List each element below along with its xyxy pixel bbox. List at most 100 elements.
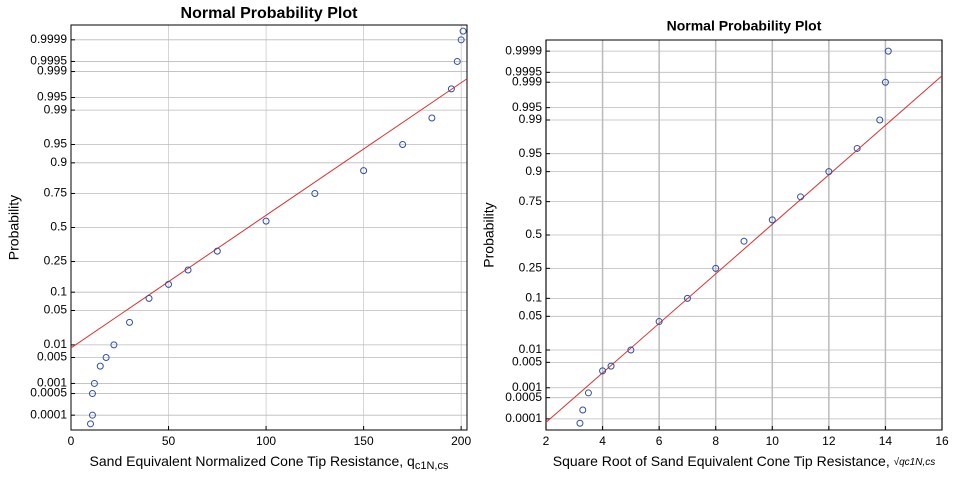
data-point <box>881 78 889 86</box>
data-point <box>184 266 192 274</box>
y-tick-label: 0.01 <box>519 342 543 356</box>
y-tick-label: 0.9 <box>525 164 542 178</box>
data-point <box>457 36 465 44</box>
x-axis-label-subscript: c1N,cs <box>415 460 449 472</box>
data-point <box>110 341 118 349</box>
data-point <box>876 116 884 124</box>
x-tick-label: 8 <box>712 434 719 448</box>
data-point <box>627 346 635 354</box>
x-axis-label-text: Sand Equivalent Normalized Cone Tip Resi… <box>90 453 415 469</box>
y-tick-label: 0.05 <box>44 303 68 317</box>
data-point <box>853 144 861 152</box>
y-tick-label: 0.99 <box>44 102 68 116</box>
data-point <box>712 264 720 272</box>
y-tick-label: 0.005 <box>37 350 67 364</box>
data-point <box>360 167 368 175</box>
data-point <box>655 318 663 326</box>
y-tick-label: 0.0001 <box>505 411 542 425</box>
y-tick-label: 0.25 <box>44 254 68 268</box>
y-tick-label: 0.005 <box>512 355 542 369</box>
x-tick-label: 4 <box>599 434 606 448</box>
data-point <box>884 47 892 55</box>
data-point <box>102 353 110 361</box>
plot-frame <box>70 24 468 431</box>
y-tick-label: 0.95 <box>519 146 543 160</box>
y-tick-label: 0.75 <box>44 186 68 200</box>
data-point <box>599 367 607 375</box>
y-tick-label: 0.9995 <box>505 64 542 78</box>
data-point <box>428 114 436 122</box>
data-point <box>87 420 95 428</box>
y-tick-label: 0.9995 <box>30 54 67 68</box>
x-tick-label: 2 <box>543 434 550 448</box>
y-tick-label: 0.9 <box>50 155 67 169</box>
y-tick-label: 0.0005 <box>30 386 67 400</box>
data-point <box>579 406 587 414</box>
y-axis-label: Probability <box>6 195 22 260</box>
y-tick-label: 0.999 <box>512 74 542 88</box>
y-tick-label: 0.75 <box>519 194 543 208</box>
chart-title: Normal Probability Plot <box>667 18 822 34</box>
data-point <box>584 389 592 397</box>
x-tick-label: 6 <box>656 434 663 448</box>
y-tick-label: 0.9999 <box>505 43 542 57</box>
data-point <box>683 294 691 302</box>
data-point <box>165 280 173 288</box>
data-point <box>126 318 134 326</box>
data-point <box>459 27 467 35</box>
data-point <box>96 362 104 370</box>
data-point <box>213 247 221 255</box>
x-tick-label: 14 <box>879 434 893 448</box>
y-tick-label: 0.001 <box>512 380 542 394</box>
data-point <box>90 379 98 387</box>
y-tick-label: 0.9999 <box>30 32 67 46</box>
x-tick-label: 100 <box>256 434 276 448</box>
x-tick-label: 0 <box>68 434 75 448</box>
data-point <box>145 294 153 302</box>
y-axis-label: Probability <box>481 202 497 267</box>
y-tick-label: 0.99 <box>519 112 543 126</box>
y-tick-label: 0.01 <box>44 337 68 351</box>
y-tick-label: 0.995 <box>37 90 67 104</box>
y-tick-label: 0.05 <box>519 308 543 322</box>
data-point <box>768 216 776 224</box>
y-tick-label: 0.001 <box>37 376 67 390</box>
data-point <box>607 362 615 370</box>
y-tick-label: 0.5 <box>50 220 67 234</box>
data-point <box>399 140 407 148</box>
y-tick-label: 0.1 <box>525 291 542 305</box>
data-point <box>453 57 461 65</box>
y-tick-label: 0.995 <box>512 100 542 114</box>
y-tick-label: 0.0005 <box>505 390 542 404</box>
y-tick-label: 0.95 <box>44 137 68 151</box>
x-axis-label: Sand Equivalent Normalized Cone Tip Resi… <box>90 453 449 472</box>
y-tick-label: 0.0001 <box>30 407 67 421</box>
data-point <box>262 217 270 225</box>
x-tick-label: 50 <box>162 434 176 448</box>
data-point <box>88 390 96 398</box>
data-point <box>88 411 96 419</box>
x-axis-label-math: √qc1N,cs <box>894 456 936 468</box>
data-point <box>797 193 805 201</box>
x-tick-label: 10 <box>766 434 780 448</box>
x-tick-label: 12 <box>822 434 836 448</box>
x-axis-label-text: Square Root of Sand Equivalent Cone Tip … <box>553 453 894 469</box>
y-tick-label: 0.5 <box>525 227 542 241</box>
x-tick-label: 16 <box>935 434 949 448</box>
chart-title: Normal Probability Plot <box>181 5 359 22</box>
data-point <box>825 168 833 176</box>
reference-line <box>545 75 943 423</box>
data-point <box>311 189 319 197</box>
plot-frame <box>545 39 943 431</box>
data-point <box>576 419 584 427</box>
x-tick-label: 150 <box>354 434 374 448</box>
y-tick-label: 0.25 <box>519 261 543 275</box>
data-point <box>740 237 748 245</box>
x-axis-label: Square Root of Sand Equivalent Cone Tip … <box>553 453 936 469</box>
y-tick-label: 0.999 <box>37 64 67 78</box>
data-point <box>447 85 455 93</box>
y-tick-label: 0.1 <box>50 284 67 298</box>
x-tick-label: 200 <box>451 434 471 448</box>
reference-line <box>70 78 468 349</box>
